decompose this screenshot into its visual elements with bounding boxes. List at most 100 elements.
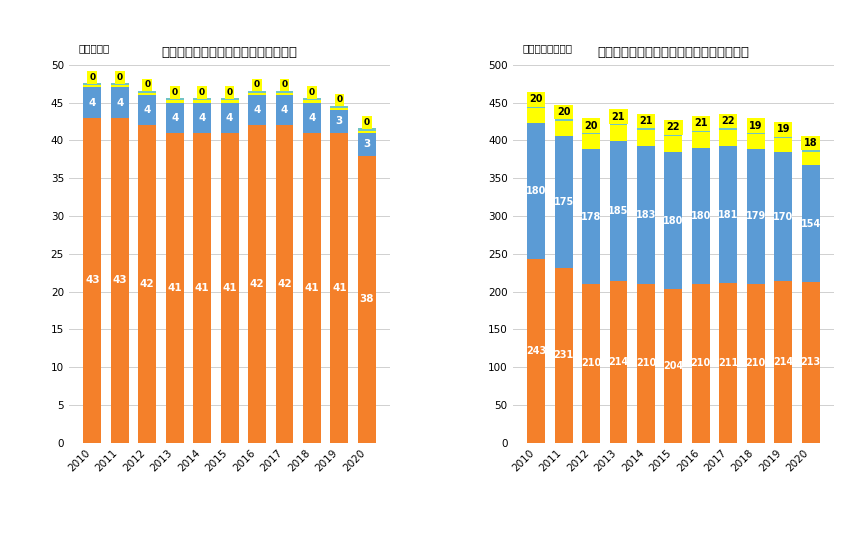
Bar bbox=[527, 108, 545, 123]
Text: 183: 183 bbox=[636, 210, 656, 220]
Bar bbox=[166, 133, 184, 443]
Bar bbox=[527, 106, 545, 108]
Text: 21: 21 bbox=[639, 116, 653, 126]
Bar bbox=[275, 93, 293, 95]
Bar bbox=[665, 288, 682, 443]
Text: 4: 4 bbox=[281, 105, 288, 115]
Text: 22: 22 bbox=[666, 122, 680, 132]
Bar bbox=[665, 136, 682, 152]
Bar bbox=[610, 281, 628, 443]
Bar bbox=[111, 118, 129, 443]
Bar bbox=[665, 152, 682, 288]
Text: 0: 0 bbox=[172, 88, 178, 97]
Text: 42: 42 bbox=[277, 279, 292, 289]
Text: 178: 178 bbox=[580, 212, 601, 222]
Bar bbox=[582, 133, 600, 134]
Bar bbox=[555, 268, 573, 443]
Text: 0: 0 bbox=[254, 80, 260, 90]
Bar bbox=[555, 119, 573, 121]
Bar bbox=[221, 100, 238, 103]
Bar bbox=[83, 83, 101, 85]
Text: 41: 41 bbox=[195, 283, 210, 293]
Text: 180: 180 bbox=[691, 211, 711, 221]
Title: 国内貨物輸送量の推移（トンキロベース）: 国内貨物輸送量の推移（トンキロベース） bbox=[598, 46, 749, 59]
Bar bbox=[637, 129, 654, 130]
Bar bbox=[637, 284, 654, 443]
Bar bbox=[166, 100, 184, 103]
Text: 38: 38 bbox=[359, 294, 374, 304]
Text: 43: 43 bbox=[113, 275, 127, 285]
Title: 国内貨物輸送量の推移（トンベース）: 国内貨物輸送量の推移（トンベース） bbox=[162, 46, 298, 59]
Text: 185: 185 bbox=[608, 206, 629, 216]
Text: 41: 41 bbox=[168, 283, 182, 293]
Bar bbox=[527, 123, 545, 259]
Text: 154: 154 bbox=[801, 219, 820, 228]
Bar bbox=[166, 98, 184, 100]
Bar bbox=[746, 133, 765, 134]
Bar bbox=[610, 124, 628, 125]
Bar bbox=[194, 98, 211, 100]
Text: 4: 4 bbox=[254, 105, 261, 115]
Bar bbox=[303, 133, 321, 443]
Bar bbox=[802, 282, 820, 443]
Bar bbox=[275, 95, 293, 125]
Bar bbox=[692, 131, 710, 132]
Bar bbox=[138, 93, 157, 95]
Bar bbox=[610, 141, 628, 281]
Text: 210: 210 bbox=[580, 359, 601, 368]
Text: 21: 21 bbox=[694, 118, 708, 129]
Text: 42: 42 bbox=[140, 279, 155, 289]
Text: 42: 42 bbox=[249, 279, 264, 289]
Text: 4: 4 bbox=[144, 105, 151, 115]
Bar bbox=[111, 87, 129, 118]
Text: 21: 21 bbox=[611, 111, 625, 122]
Text: 210: 210 bbox=[636, 359, 656, 368]
Bar bbox=[358, 156, 376, 443]
Bar bbox=[637, 130, 654, 146]
Bar bbox=[249, 125, 266, 443]
Text: 4: 4 bbox=[199, 113, 206, 123]
Bar bbox=[221, 98, 238, 100]
Text: 210: 210 bbox=[746, 359, 766, 368]
Bar bbox=[111, 83, 129, 85]
Bar bbox=[138, 91, 157, 93]
Text: 231: 231 bbox=[554, 350, 574, 361]
Legend: 自動車, 内航海運, 鉄道, 航空: 自動車, 内航海運, 鉄道, 航空 bbox=[581, 538, 765, 540]
Bar bbox=[249, 93, 266, 95]
Bar bbox=[527, 259, 545, 443]
Bar bbox=[774, 152, 792, 281]
Text: 4: 4 bbox=[226, 113, 233, 123]
Text: （億トン）: （億トン） bbox=[78, 43, 110, 53]
Bar bbox=[221, 133, 238, 443]
Bar bbox=[358, 131, 376, 133]
Bar bbox=[83, 85, 101, 87]
Text: 204: 204 bbox=[663, 361, 684, 370]
Bar bbox=[275, 91, 293, 93]
Bar bbox=[665, 134, 682, 136]
Bar bbox=[692, 284, 710, 443]
Text: 214: 214 bbox=[773, 357, 793, 367]
Bar bbox=[719, 284, 737, 443]
Bar bbox=[249, 95, 266, 125]
Text: 0: 0 bbox=[281, 80, 287, 90]
Text: 4: 4 bbox=[89, 98, 96, 107]
Bar bbox=[774, 137, 792, 138]
Text: （十億トンキロ）: （十億トンキロ） bbox=[522, 43, 573, 53]
Text: 4: 4 bbox=[308, 113, 316, 123]
Text: 0: 0 bbox=[309, 88, 315, 97]
Text: 41: 41 bbox=[222, 283, 236, 293]
Bar bbox=[746, 148, 765, 284]
Bar bbox=[802, 165, 820, 282]
Text: 18: 18 bbox=[804, 138, 818, 148]
Text: 20: 20 bbox=[584, 120, 598, 131]
Text: 41: 41 bbox=[304, 283, 319, 293]
Bar bbox=[555, 121, 573, 136]
Bar bbox=[166, 103, 184, 133]
Bar bbox=[275, 125, 293, 443]
Bar bbox=[83, 118, 101, 443]
Bar bbox=[194, 133, 211, 443]
Bar bbox=[719, 146, 737, 284]
Text: 4: 4 bbox=[171, 113, 178, 123]
Text: 4: 4 bbox=[116, 98, 124, 107]
Bar bbox=[249, 91, 266, 93]
